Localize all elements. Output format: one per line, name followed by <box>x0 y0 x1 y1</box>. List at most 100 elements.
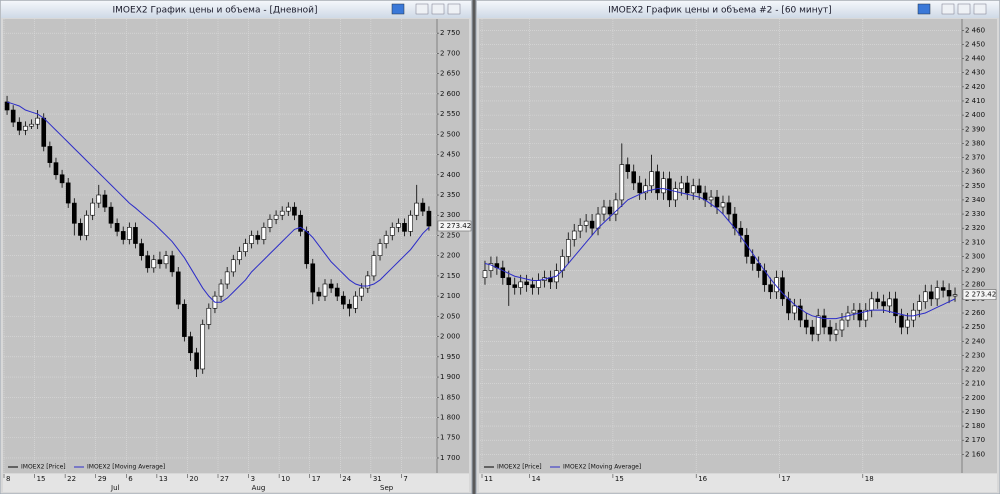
candle-body <box>78 223 83 236</box>
candle-body <box>23 125 28 131</box>
candle-body <box>65 182 71 204</box>
moving-average-line <box>484 188 956 320</box>
candle-body <box>512 284 517 288</box>
candle-body <box>35 117 40 125</box>
last-price-box <box>962 289 997 300</box>
y-tick-label: 2 400 <box>965 111 985 119</box>
plot-area <box>3 19 469 473</box>
candle-body <box>96 194 102 204</box>
candle-body <box>182 303 187 337</box>
x-tick-label: 24 <box>342 475 351 483</box>
x-tick-label: 17 <box>312 475 321 483</box>
y-tick-label: 2 260 <box>965 309 985 317</box>
candle-body <box>506 277 512 286</box>
pin-button[interactable] <box>391 3 405 15</box>
candle-body <box>923 291 928 302</box>
candle-body <box>839 319 845 331</box>
maximize-button[interactable] <box>957 3 971 15</box>
y-tick-label: 2 440 <box>965 55 985 63</box>
candle-body <box>625 164 631 172</box>
candle-body <box>738 227 744 236</box>
x-tick-label: 7 <box>403 475 407 483</box>
pin-button[interactable] <box>917 3 931 15</box>
x-tick-label: 16 <box>698 475 707 483</box>
title-bar <box>477 1 999 18</box>
x-tick-label: 14 <box>532 475 541 483</box>
candle-body <box>815 315 821 335</box>
plot-area <box>479 19 997 473</box>
y-tick-label: 2 160 <box>965 450 985 458</box>
candle-body <box>720 202 726 208</box>
candle-body <box>643 185 648 194</box>
candle-body <box>786 298 791 314</box>
moving-average-line <box>6 101 430 303</box>
y-tick-label: 2 310 <box>965 238 985 246</box>
minimize-button[interactable] <box>415 3 429 15</box>
candle-body <box>714 196 720 208</box>
candle-body <box>267 218 273 228</box>
candle-body <box>679 182 684 189</box>
candle-body <box>708 196 714 201</box>
candle-body <box>194 352 199 370</box>
candle-body <box>661 178 666 194</box>
candle-body <box>887 298 892 307</box>
candle-body <box>377 243 383 256</box>
x-tick-label: 17 <box>782 475 791 483</box>
legend-label: IMOEX2 [Moving Average] <box>563 464 641 471</box>
candle-body <box>426 210 432 227</box>
close-button[interactable] <box>973 3 987 15</box>
y-tick-label: 2 750 <box>440 29 460 37</box>
candle-body <box>230 259 236 273</box>
candle-body <box>316 291 322 297</box>
candle-body <box>206 307 212 325</box>
x-axis-band <box>479 474 997 492</box>
candle-body <box>188 336 193 354</box>
candle-body <box>84 214 89 236</box>
close-button[interactable] <box>447 3 461 15</box>
candle-body <box>577 225 583 232</box>
candle-body <box>827 326 833 335</box>
candle-body <box>696 185 702 194</box>
candle-body <box>133 227 138 244</box>
y-tick-label: 2 500 <box>440 130 460 138</box>
candle-body <box>157 259 163 265</box>
candle-body <box>371 255 377 277</box>
y-tick-label: 2 280 <box>965 281 985 289</box>
y-tick-label: 2 300 <box>965 252 985 260</box>
candle-body <box>71 202 77 224</box>
x-tick-label: 22 <box>67 475 76 483</box>
last-price-box <box>437 220 472 232</box>
x-tick-label: 13 <box>159 475 168 483</box>
candle-body <box>365 275 371 289</box>
y-tick-label: 2 380 <box>965 139 985 147</box>
candle-body <box>673 188 678 201</box>
candle-body <box>601 206 607 215</box>
candle-body <box>273 214 279 220</box>
legend-label: IMOEX2 [Moving Average] <box>87 464 165 471</box>
y-tick-label: 2 390 <box>965 125 985 133</box>
candle-body <box>798 305 803 321</box>
candle-body <box>151 259 157 269</box>
candle-body <box>10 109 16 123</box>
candle-body <box>833 329 839 335</box>
x-tick-label: 11 <box>484 475 493 483</box>
candle-body <box>261 227 267 240</box>
y-tick-label: 2 170 <box>965 436 985 444</box>
y-tick-label: 2 360 <box>965 168 985 176</box>
y-tick-label: 1 850 <box>440 393 460 401</box>
candle-body <box>402 223 407 232</box>
candle-body <box>108 206 114 224</box>
candle-body <box>389 227 395 236</box>
legend-label: IMOEX2 [Price] <box>21 464 66 471</box>
x-tick-label: 31 <box>373 475 382 483</box>
candle-body <box>41 117 47 147</box>
minimize-button[interactable] <box>941 3 955 15</box>
maximize-button[interactable] <box>431 3 445 15</box>
y-tick-label: 2 300 <box>440 211 460 219</box>
y-tick-label: 2 460 <box>965 26 985 34</box>
last-price-label: 2 273.42 <box>440 222 471 230</box>
candle-body <box>200 324 206 370</box>
y-tick-label: 1 800 <box>440 414 460 422</box>
